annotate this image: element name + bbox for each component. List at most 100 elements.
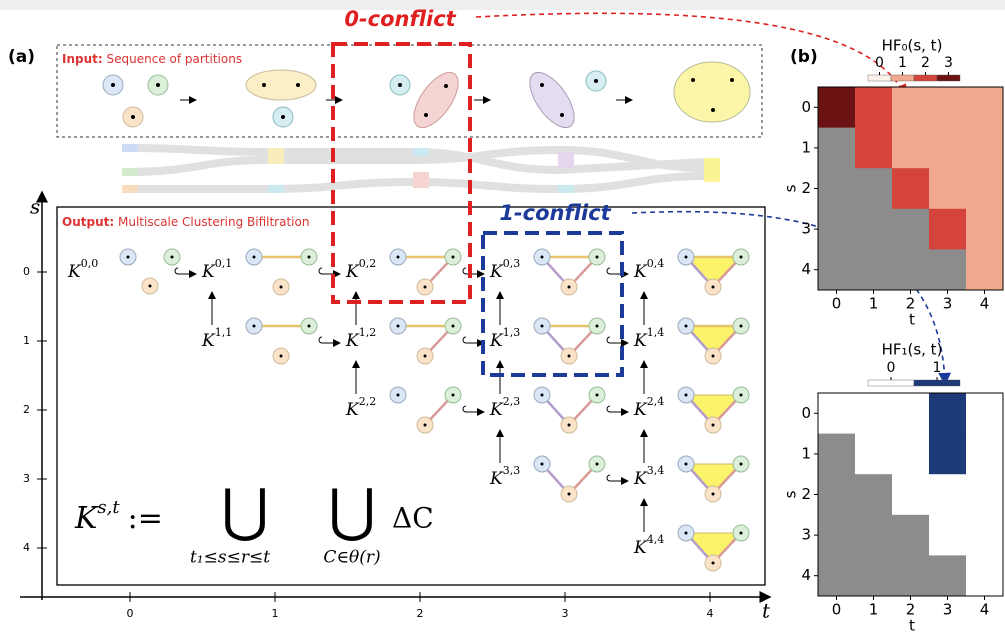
heatmap-cell bbox=[855, 474, 893, 515]
point bbox=[596, 325, 599, 328]
panel-label: (a) bbox=[8, 47, 35, 67]
point bbox=[253, 325, 256, 328]
formula-term: ΔC bbox=[392, 502, 434, 535]
index: 0,4 bbox=[647, 257, 665, 270]
y-tick-label: 2 bbox=[23, 403, 30, 416]
heatmap-cell bbox=[966, 393, 1004, 434]
axis-label: s bbox=[782, 490, 800, 498]
block bbox=[122, 144, 138, 152]
point bbox=[397, 394, 400, 397]
heatmap-cell bbox=[818, 87, 856, 128]
figure: (a) (b) Input: Sequence of partitions bbox=[0, 0, 1005, 638]
heatmap-cell bbox=[892, 434, 930, 475]
axis-label: t bbox=[909, 617, 915, 635]
block bbox=[268, 185, 284, 193]
point bbox=[685, 463, 688, 466]
index: 0,0 bbox=[81, 257, 99, 270]
y-tick-label: 4 bbox=[23, 541, 30, 554]
block bbox=[558, 185, 574, 193]
heatmap-cell bbox=[892, 474, 930, 515]
point bbox=[711, 108, 715, 112]
heatmap-cell bbox=[966, 209, 1004, 250]
colorbar-tick-label: 3 bbox=[944, 55, 953, 71]
axis-label: t bbox=[762, 599, 771, 623]
point bbox=[424, 424, 427, 427]
output-title: Multiscale Clustering Bifiltration bbox=[118, 215, 309, 229]
point bbox=[281, 115, 285, 119]
axis-label: s bbox=[30, 195, 40, 219]
y-tick-label: 3 bbox=[23, 472, 30, 485]
index: 3,3 bbox=[503, 464, 521, 477]
point bbox=[740, 256, 743, 259]
index: 0,1 bbox=[215, 257, 233, 270]
heatmap-cell bbox=[929, 393, 967, 434]
heatmap-cell bbox=[892, 87, 930, 128]
point bbox=[156, 83, 160, 87]
index: 1,1 bbox=[215, 326, 233, 339]
point bbox=[424, 355, 427, 358]
axis-label: t bbox=[909, 311, 915, 329]
heatmap-cell bbox=[966, 128, 1004, 169]
x-tick-label: 4 bbox=[707, 607, 714, 620]
point bbox=[730, 78, 734, 82]
heatmap-cell bbox=[818, 434, 856, 475]
annotation: 1-conflict bbox=[499, 201, 611, 225]
index: s,t bbox=[97, 497, 120, 518]
heatmap-cell bbox=[818, 168, 856, 209]
index: 0,2 bbox=[359, 257, 377, 270]
heatmap-cell bbox=[818, 249, 856, 290]
block bbox=[413, 172, 429, 188]
output-label: Output: bbox=[62, 215, 114, 229]
colorbar-segment bbox=[868, 75, 891, 81]
y-tick-label: 4 bbox=[801, 566, 811, 584]
heatmap-title: HF₀(s, t) bbox=[882, 37, 943, 55]
heatmap-cell bbox=[966, 434, 1004, 475]
point bbox=[452, 256, 455, 259]
heatmap-cell bbox=[966, 515, 1004, 556]
point bbox=[712, 424, 715, 427]
point bbox=[540, 83, 544, 87]
heatmap-cell bbox=[892, 515, 930, 556]
point bbox=[111, 83, 115, 87]
x-tick-label: 0 bbox=[832, 295, 842, 313]
symbol: K bbox=[74, 501, 99, 536]
heatmap-cell bbox=[818, 474, 856, 515]
annotation: 0-conflict bbox=[344, 7, 456, 31]
heatmap-cell bbox=[929, 87, 967, 128]
point bbox=[262, 83, 266, 87]
input-title: Sequence of partitions bbox=[107, 52, 243, 66]
point bbox=[280, 286, 283, 289]
heatmap-cell bbox=[929, 209, 967, 250]
index: 4,4 bbox=[647, 533, 665, 546]
point bbox=[596, 256, 599, 259]
assign: := bbox=[128, 501, 163, 536]
point bbox=[712, 562, 715, 565]
point bbox=[127, 256, 130, 259]
point bbox=[424, 113, 428, 117]
y-tick-label: 0 bbox=[23, 265, 30, 278]
point bbox=[397, 256, 400, 259]
point bbox=[149, 285, 152, 288]
point bbox=[541, 325, 544, 328]
heatmap-cell bbox=[929, 168, 967, 209]
heatmap-cell bbox=[892, 555, 930, 596]
block bbox=[122, 185, 138, 193]
cluster bbox=[246, 70, 316, 100]
index: 3,4 bbox=[647, 464, 665, 477]
heatmap-cell bbox=[855, 434, 893, 475]
y-tick-label: 2 bbox=[801, 485, 811, 503]
heatmap-cell bbox=[929, 249, 967, 290]
point bbox=[397, 325, 400, 328]
x-tick-label: 3 bbox=[943, 295, 953, 313]
y-tick-label: 0 bbox=[801, 404, 811, 422]
heatmap-cell bbox=[929, 434, 967, 475]
index: 2,2 bbox=[359, 395, 377, 408]
point bbox=[712, 286, 715, 289]
x-tick-label: 4 bbox=[980, 295, 990, 313]
heatmap-cell bbox=[966, 249, 1004, 290]
x-tick-label: 0 bbox=[832, 601, 842, 619]
point bbox=[740, 325, 743, 328]
block bbox=[413, 148, 429, 156]
x-tick-label: 3 bbox=[943, 601, 953, 619]
point bbox=[685, 394, 688, 397]
